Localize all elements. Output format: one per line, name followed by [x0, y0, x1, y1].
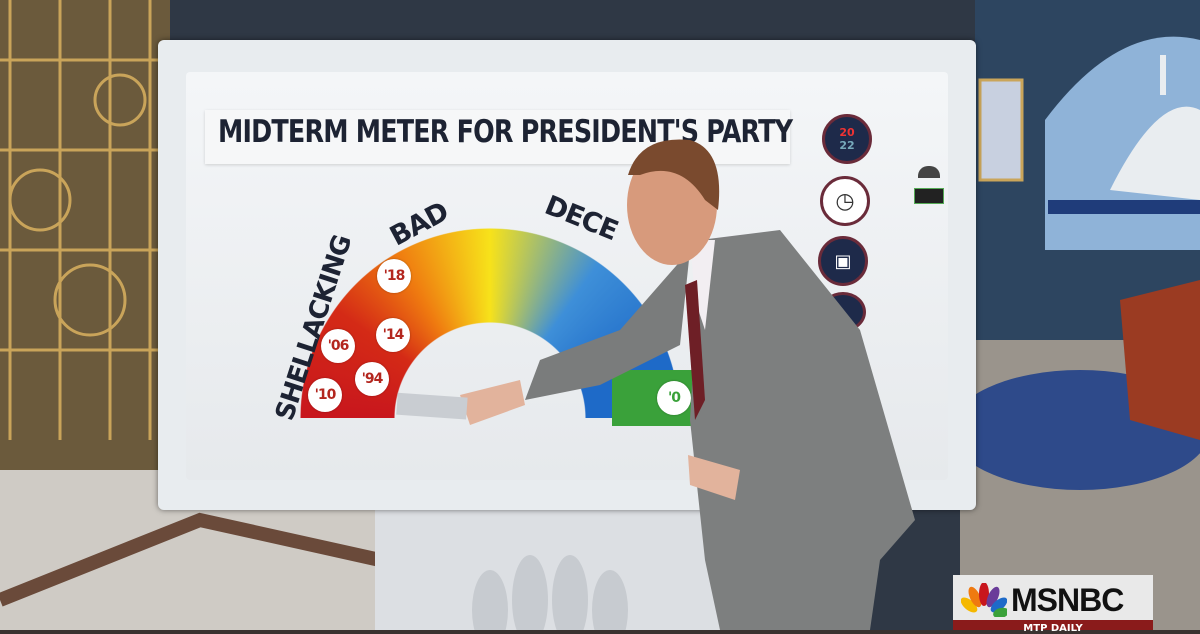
year-badge-2010[interactable]: '10 — [308, 378, 342, 412]
logo-2022-top: 20 — [839, 126, 855, 139]
2022-logo-icon[interactable]: 20 22 — [822, 114, 872, 164]
year-badge-2014[interactable]: '14 — [376, 318, 410, 352]
presenter-tie — [685, 280, 705, 420]
gold-lattice-wall — [0, 0, 170, 470]
show-name: MTP DAILY — [1023, 623, 1083, 634]
stylus — [396, 392, 468, 420]
peacock-icon — [961, 583, 1007, 617]
stand-peacock-logo — [472, 555, 628, 630]
show-bar: MTP DAILY — [953, 620, 1153, 634]
network-name: MSNBC — [1011, 581, 1124, 618]
history-clock-icon[interactable]: ◷ — [820, 176, 870, 226]
year-badge-2018[interactable]: '18 — [377, 259, 411, 293]
logo-2022-bottom: 22 — [839, 139, 855, 152]
presenter-hand — [460, 380, 525, 425]
screen-indicator-icon — [914, 188, 944, 204]
year-badge-2006[interactable]: '06 — [321, 329, 355, 363]
nbc-peacock-small-icon — [918, 166, 940, 178]
capitol-dome — [1110, 106, 1200, 200]
gold-lattice-pattern — [0, 0, 170, 440]
marble-floor — [0, 470, 380, 630]
msnbc-bug: MSNBC — [953, 575, 1153, 625]
year-badge-1994[interactable]: '94 — [355, 362, 389, 396]
year-badge-2002[interactable]: '0 — [657, 381, 691, 415]
presenter-arm — [525, 250, 690, 400]
us-map-icon[interactable]: ▣ — [818, 236, 868, 286]
desk — [1120, 280, 1200, 440]
presenter-suit — [690, 230, 915, 630]
